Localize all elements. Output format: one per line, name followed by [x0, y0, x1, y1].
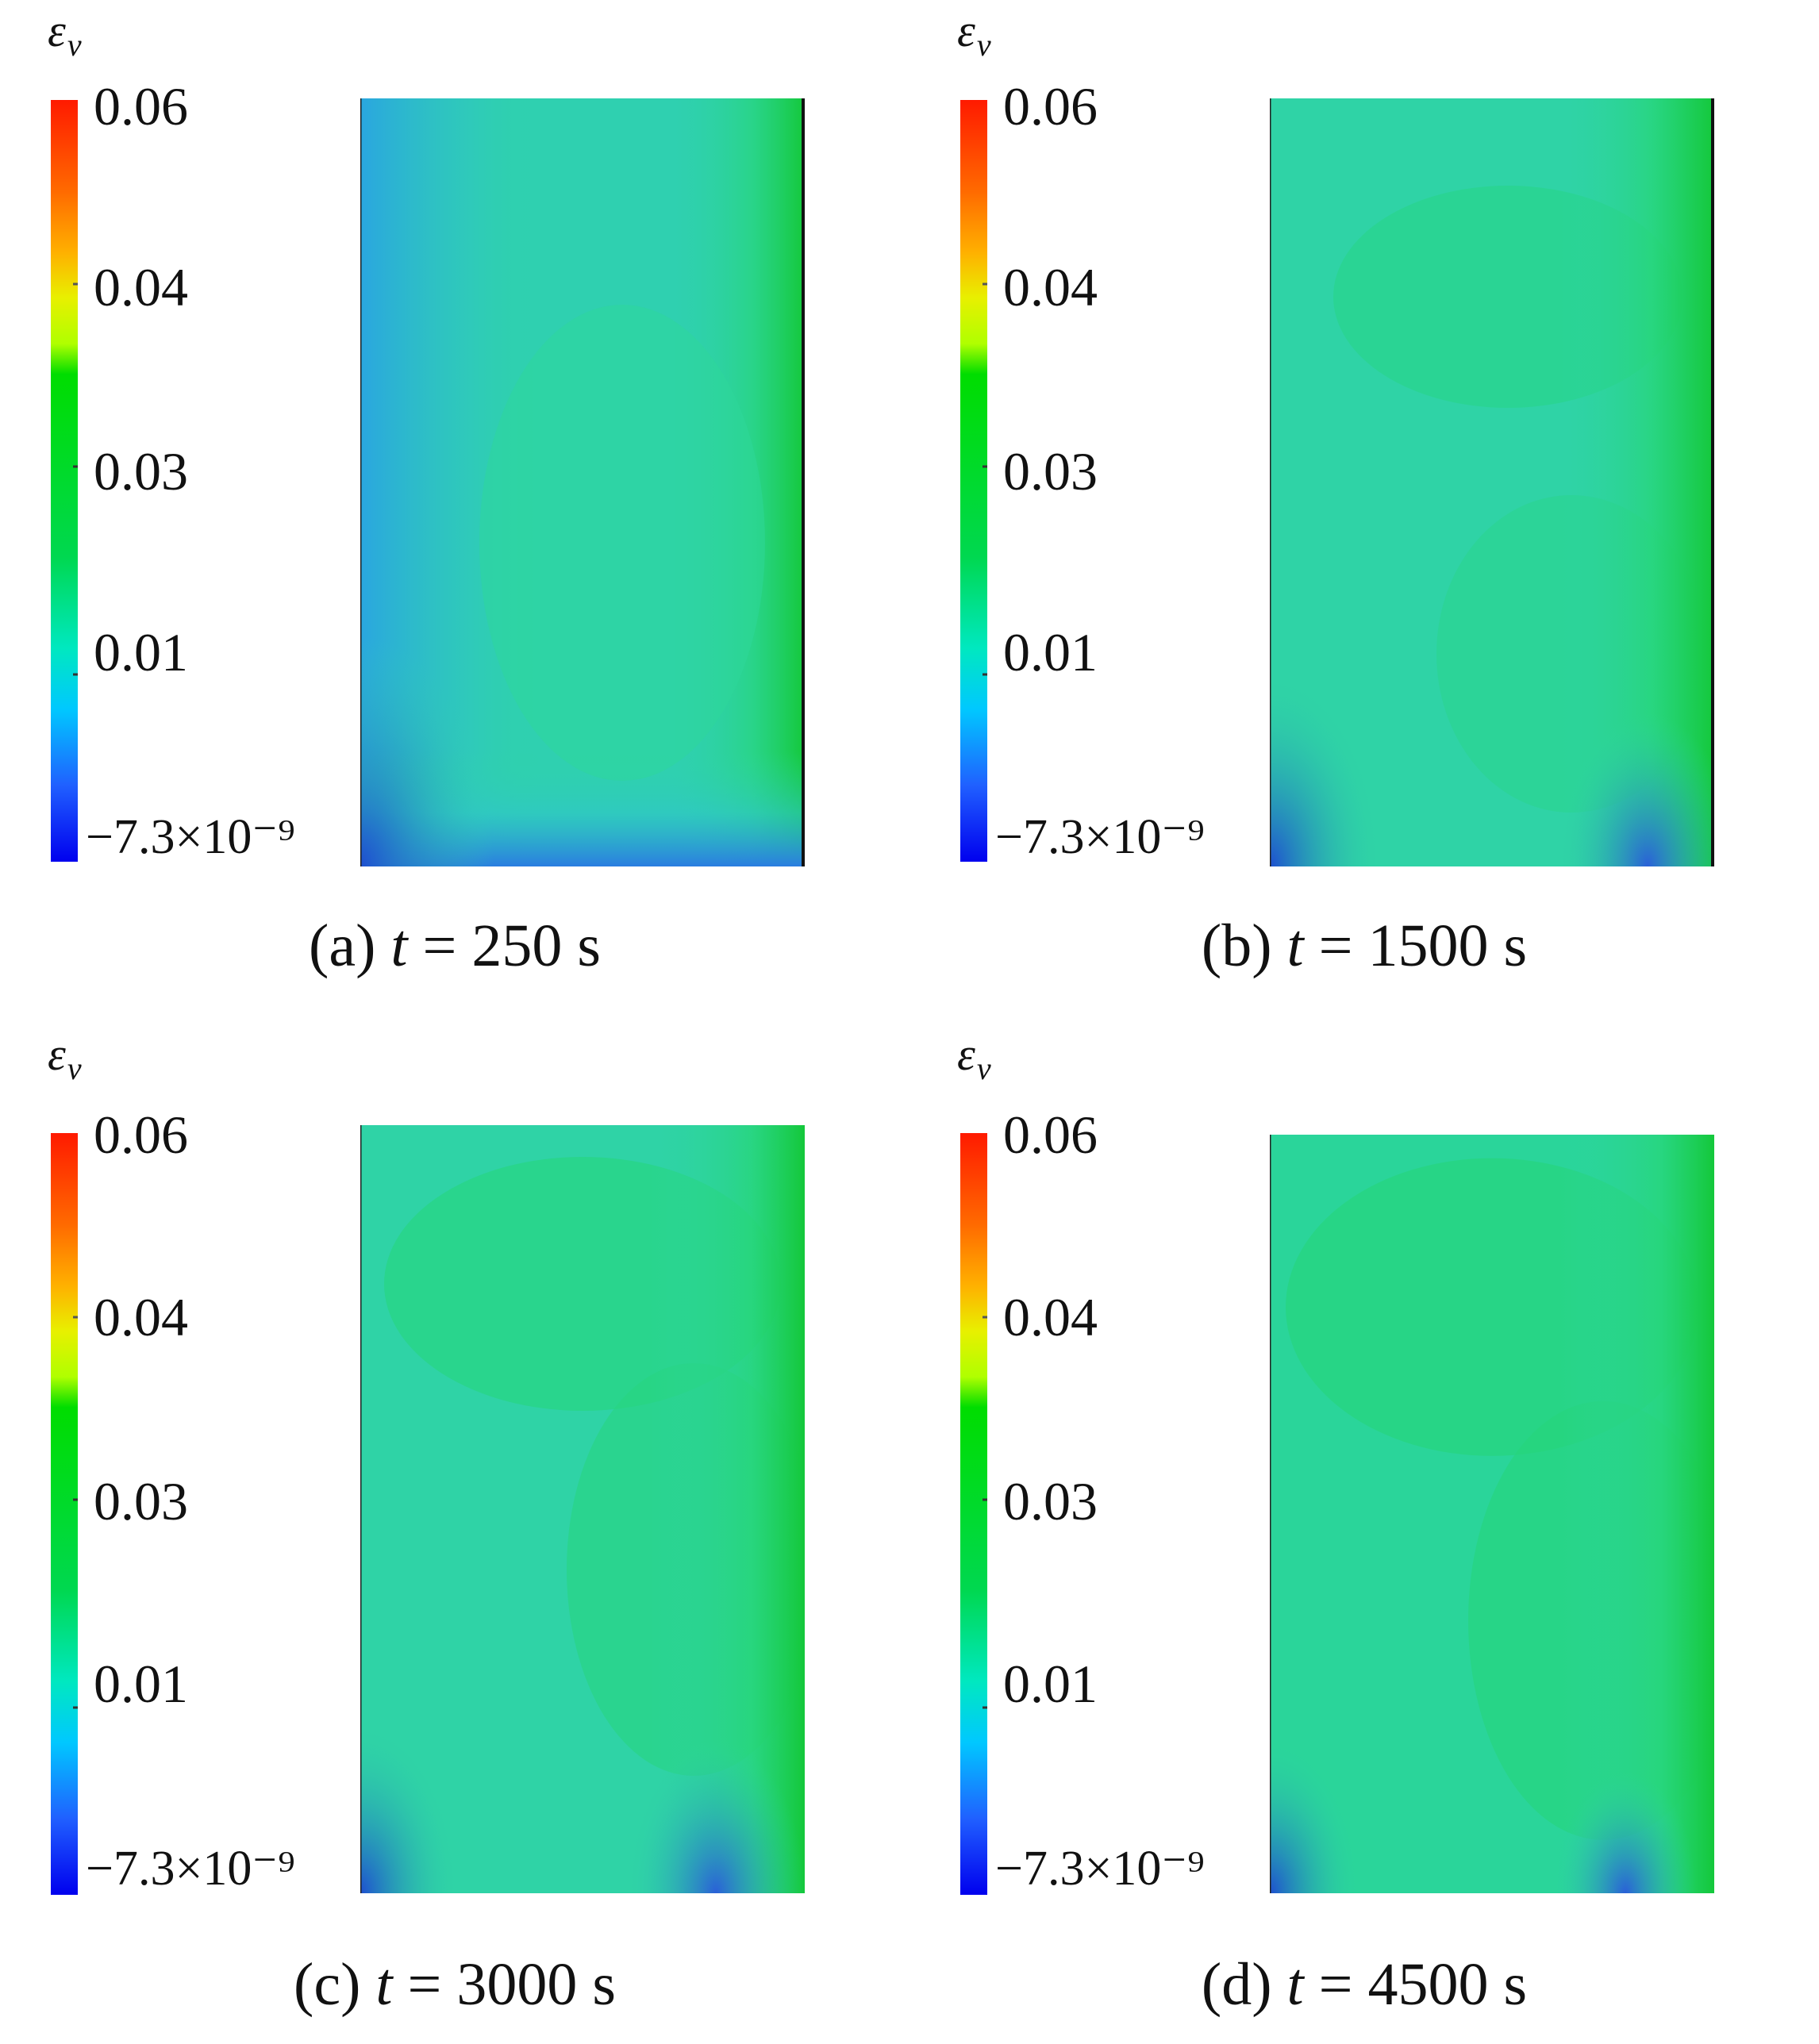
colorbar-tick-label: 0.06	[1003, 1105, 1098, 1165]
colorbar-tick-label: −7.3×10⁻⁹	[995, 810, 1205, 864]
colorbar-tick-label: 0.03	[94, 1471, 188, 1531]
colorbar-symbol: εv	[957, 8, 991, 61]
caption-letter: (a)	[309, 912, 376, 979]
caption-value: 4500 s	[1367, 1951, 1528, 2018]
colorbar-tick-label: 0.04	[1003, 257, 1098, 317]
caption-value: 1500 s	[1367, 912, 1528, 979]
colorbar-tick-label: 0.04	[94, 1287, 188, 1347]
colorbar-symbol: εv	[957, 1032, 991, 1085]
panel-b: εv 0.06 0.04 0.03 0.01 −7.3×10⁻⁹	[910, 0, 1819, 1022]
caption-equals: =	[407, 1951, 442, 2018]
panel-caption: (b) t = 1500 s	[910, 916, 1819, 976]
colorbar-tick-label: 0.06	[94, 76, 188, 136]
colorbar-tick-label: 0.03	[1003, 1471, 1098, 1531]
colorbar-tick-label: 0.01	[1003, 1654, 1098, 1714]
colorbar	[51, 1133, 78, 1895]
symbol-sub: v	[976, 1051, 991, 1086]
panel-d: εv 0.06 0.04 0.03 0.01 −7.3×10⁻⁹	[910, 1022, 1819, 2044]
colorbar-tick-label: 0.03	[1003, 441, 1098, 501]
caption-value: 3000 s	[456, 1951, 616, 2018]
symbol-base: ε	[48, 1028, 66, 1080]
symbol-sub: v	[67, 27, 82, 63]
symbol-base: ε	[957, 1028, 975, 1080]
caption-letter: (b)	[1201, 912, 1272, 979]
caption-letter: (c)	[294, 1951, 361, 2018]
strain-field-plot	[1270, 1135, 1714, 1893]
caption-variable: t	[390, 912, 408, 979]
strain-field-plot	[360, 98, 805, 866]
colorbar-tick-label: −7.3×10⁻⁹	[995, 1842, 1205, 1896]
colorbar	[960, 100, 987, 862]
caption-variable: t	[1286, 912, 1304, 979]
colorbar-symbol: εv	[48, 8, 82, 61]
caption-variable: t	[1286, 1951, 1304, 2018]
symbol-sub: v	[67, 1051, 82, 1086]
colorbar-tick-label: −7.3×10⁻⁹	[86, 810, 295, 864]
colorbar-tick-label: 0.03	[94, 441, 188, 501]
panel-caption: (c) t = 3000 s	[0, 1954, 910, 2015]
colorbar	[960, 1133, 987, 1895]
colorbar-tick-label: 0.01	[1003, 622, 1098, 682]
symbol-base: ε	[48, 5, 66, 56]
caption-variable: t	[375, 1951, 393, 2018]
panel-c: εv 0.06 0.04 0.03 0.01 −7.3×10⁻⁹	[0, 1022, 910, 2044]
colorbar	[51, 100, 78, 862]
caption-value: 250 s	[471, 912, 601, 979]
colorbar-tick-label: −7.3×10⁻⁹	[86, 1842, 295, 1896]
symbol-base: ε	[957, 5, 975, 56]
panel-caption: (d) t = 4500 s	[910, 1954, 1819, 2015]
panel-caption: (a) t = 250 s	[0, 916, 910, 976]
strain-field-plot	[1270, 98, 1714, 866]
colorbar-tick-label: 0.06	[94, 1105, 188, 1165]
strain-field-plot	[360, 1125, 805, 1893]
panel-a: εv 0.06 0.04 0.03 0.01 −7.3×10⁻⁹	[0, 0, 910, 1022]
caption-equals: =	[1318, 1951, 1353, 2018]
colorbar-symbol: εv	[48, 1032, 82, 1085]
caption-letter: (d)	[1201, 1951, 1272, 2018]
caption-equals: =	[422, 912, 457, 979]
colorbar-tick-label: 0.06	[1003, 76, 1098, 136]
colorbar-tick-label: 0.04	[1003, 1287, 1098, 1347]
colorbar-tick-label: 0.01	[94, 622, 188, 682]
caption-equals: =	[1318, 912, 1353, 979]
colorbar-tick-label: 0.04	[94, 257, 188, 317]
colorbar-tick-label: 0.01	[94, 1654, 188, 1714]
symbol-sub: v	[976, 27, 991, 63]
